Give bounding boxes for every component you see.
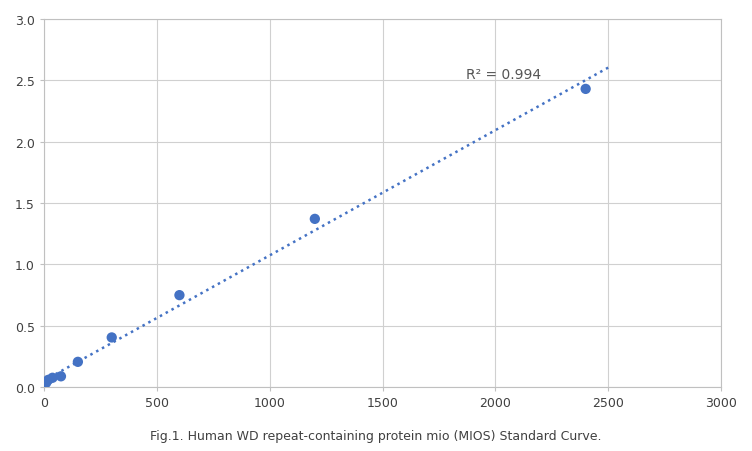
Point	[42, 377, 54, 384]
Text: R² = 0.994: R² = 0.994	[466, 68, 541, 82]
Point	[174, 292, 186, 299]
Point	[47, 374, 59, 382]
Text: Fig.1. Human WD repeat-containing protein mio (MIOS) Standard Curve.: Fig.1. Human WD repeat-containing protei…	[150, 429, 602, 442]
Point	[72, 359, 84, 366]
Point	[40, 379, 52, 387]
Point	[580, 86, 592, 93]
Point	[106, 334, 118, 341]
Point	[55, 373, 67, 380]
Point	[38, 383, 50, 391]
Point	[309, 216, 321, 223]
